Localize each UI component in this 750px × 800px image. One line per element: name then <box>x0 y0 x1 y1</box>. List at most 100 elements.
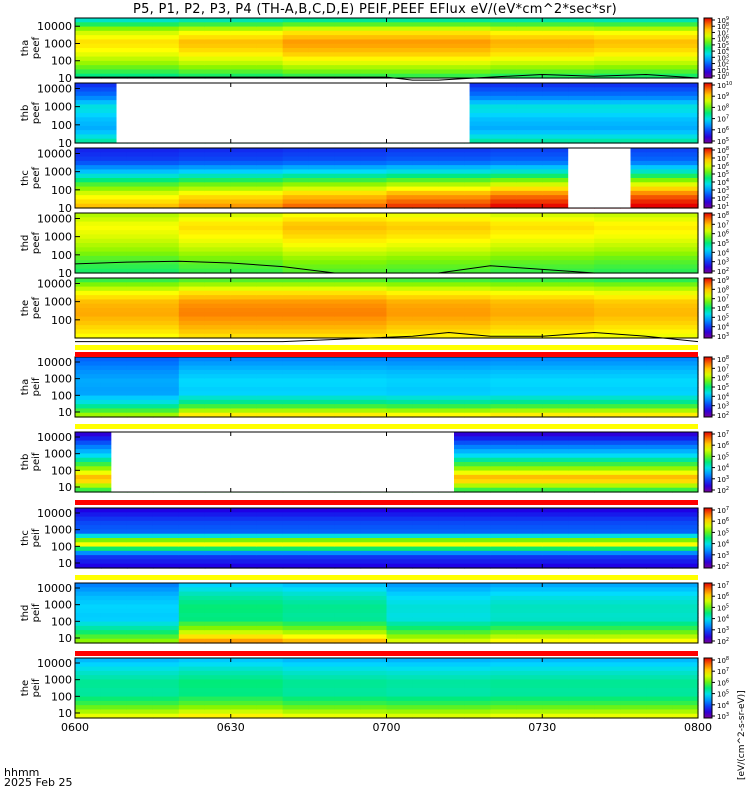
heatmap-cell <box>620 234 647 240</box>
heatmap-cell <box>308 22 336 28</box>
heatmap-cell <box>542 658 569 663</box>
heatmap-cell <box>672 466 699 472</box>
colorbar-tick-exponent: 5 <box>726 41 729 47</box>
heatmap-cell <box>516 630 543 636</box>
heatmap-cell <box>620 255 647 261</box>
heatmap-cell <box>542 357 569 362</box>
heatmap-cell <box>542 230 569 236</box>
heatmap-cell <box>542 466 569 472</box>
heatmap-cell <box>438 26 465 32</box>
heatmap-cell <box>620 440 647 446</box>
heatmap-cell <box>594 308 621 313</box>
heatmap-cell <box>360 408 388 414</box>
heatmap-cell <box>256 587 284 593</box>
heatmap-cell <box>178 621 206 627</box>
colorbar-tick-exponent: 1 <box>726 66 729 72</box>
heatmap-cell <box>75 700 102 706</box>
y-tick-label: 100 <box>51 389 72 402</box>
heatmap-cell <box>256 679 284 685</box>
heatmap-cell <box>542 121 569 127</box>
colorbar-tick-exponent: 2 <box>726 60 729 66</box>
heatmap-cell <box>230 391 258 397</box>
colorbar-tick-label: 102 <box>717 562 729 571</box>
heatmap-cell <box>438 22 465 28</box>
heatmap-cell <box>230 395 258 401</box>
heatmap-cell <box>542 100 569 106</box>
heatmap-cell <box>542 56 569 62</box>
colorbar-tick-base: 10 <box>717 42 726 50</box>
heatmap-cell <box>568 470 595 476</box>
heatmap-cell <box>646 282 673 288</box>
heatmap-cell <box>568 408 595 414</box>
heatmap-cell <box>412 35 440 41</box>
heatmap-cell <box>100 278 128 283</box>
heatmap-cell <box>672 190 699 196</box>
heatmap-cell <box>438 563 465 569</box>
overlay-line <box>75 331 699 343</box>
heatmap-cell <box>594 113 621 118</box>
heatmap-cell <box>282 692 310 698</box>
heatmap-cell <box>490 662 517 668</box>
heatmap-cell <box>334 160 362 166</box>
heatmap-cell <box>672 700 699 706</box>
heatmap-cell <box>516 563 543 569</box>
heatmap-cell <box>386 670 414 676</box>
heatmap-cell <box>412 516 440 522</box>
heatmap-cell <box>620 125 647 131</box>
heatmap-cell <box>178 369 206 375</box>
heatmap-cell <box>672 462 699 467</box>
heatmap-cell <box>568 69 595 75</box>
heatmap-cell <box>75 483 102 489</box>
heatmap-cell <box>386 638 414 644</box>
heatmap-cell <box>75 91 102 97</box>
heatmap-cell <box>438 538 465 543</box>
heatmap-cell <box>542 457 569 463</box>
heatmap-cell <box>516 325 543 331</box>
heatmap-cell <box>126 604 154 610</box>
heatmap-cell <box>152 152 180 158</box>
heatmap-cell <box>490 675 517 681</box>
heatmap-cell <box>204 361 232 367</box>
heatmap-cell <box>334 378 362 384</box>
heatmap-cell <box>620 604 647 610</box>
heatmap-cell <box>256 508 284 513</box>
heatmap-cell <box>334 666 362 672</box>
heatmap-cell <box>438 329 465 335</box>
heatmap-cell <box>386 65 414 71</box>
heatmap-cell <box>490 48 517 53</box>
heatmap-cell <box>100 221 128 227</box>
heatmap-cell <box>412 325 440 331</box>
colorbar-tick-label: 107 <box>717 667 729 676</box>
heatmap-cell <box>620 138 647 144</box>
heatmap-cell <box>646 395 673 401</box>
heatmap-cell <box>568 387 595 392</box>
heatmap-cell <box>152 173 180 179</box>
heatmap-cell <box>282 308 310 313</box>
heatmap-cell <box>152 587 180 593</box>
heatmap-cell <box>256 583 284 588</box>
heatmap-cell <box>75 148 102 153</box>
heatmap-cell <box>490 203 517 209</box>
heatmap-cell <box>620 709 647 715</box>
heatmap-cell <box>516 508 543 513</box>
heatmap-cell <box>230 243 258 248</box>
heatmap-cell <box>386 56 414 62</box>
heatmap-cell <box>204 251 232 257</box>
heatmap-cell <box>100 591 128 597</box>
heatmap-cell <box>282 583 310 588</box>
heatmap-cell <box>646 156 673 162</box>
heatmap-cell <box>412 382 440 388</box>
heatmap-cell <box>490 449 517 455</box>
heatmap-cell <box>152 217 180 223</box>
heatmap-cell <box>672 533 699 539</box>
heatmap-cell <box>334 230 362 236</box>
heatmap-cell <box>308 587 336 593</box>
heatmap-cell <box>568 638 595 644</box>
heatmap-cell <box>204 391 232 397</box>
heatmap-cell <box>464 316 491 322</box>
heatmap-cell <box>204 290 232 296</box>
heatmap-cell <box>256 634 284 640</box>
heatmap-cell <box>516 595 543 601</box>
heatmap-cell <box>204 608 232 614</box>
